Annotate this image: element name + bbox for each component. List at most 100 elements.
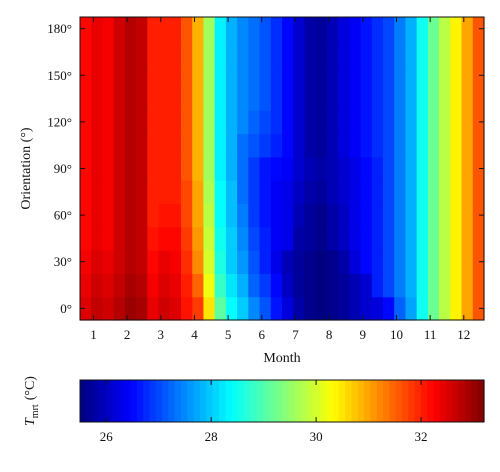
heatmap-cell <box>225 86 238 111</box>
heatmap-cell <box>136 226 148 251</box>
heatmap-cell <box>282 63 294 88</box>
heatmap-cell <box>91 17 104 41</box>
heatmap-cell <box>338 250 350 274</box>
heatmap-cell <box>80 273 92 298</box>
colorbar-segment <box>187 380 195 422</box>
y-axis: 0° 30° 60° 90° 120° 150° 180° <box>47 21 484 316</box>
colorbar-segment <box>364 380 371 422</box>
heatmap-cell <box>360 63 373 88</box>
colorbar-segment <box>130 380 138 422</box>
heatmap-cell <box>427 180 440 205</box>
colorbar-segment <box>86 380 94 422</box>
heatmap-cell <box>192 40 205 65</box>
y-tick-label: 120° <box>47 114 72 129</box>
x-axis-label: Month <box>263 351 300 366</box>
heatmap-cell <box>427 40 440 65</box>
heatmap-cell <box>293 180 306 205</box>
heatmap-cell <box>450 226 463 251</box>
heatmap-cell <box>416 40 429 65</box>
heatmap-cell <box>405 250 418 274</box>
heatmap-cell <box>248 63 261 88</box>
colorbar-segment <box>465 380 472 422</box>
heatmap-cell <box>147 17 160 41</box>
heatmap-cell <box>349 180 362 205</box>
heatmap-cell <box>259 156 272 181</box>
heatmap-cell <box>102 250 115 274</box>
heatmap-cell <box>192 86 205 111</box>
heatmap-cell <box>383 296 395 321</box>
heatmap-cell <box>461 156 474 181</box>
heatmap-cell <box>472 40 485 65</box>
heatmap-cell <box>169 63 182 88</box>
heatmap-cell <box>91 296 104 321</box>
heatmap-cell <box>383 63 395 88</box>
colorbar-segment <box>92 380 100 422</box>
heatmap-cell <box>371 63 384 88</box>
colorbar-segment <box>338 380 346 422</box>
heatmap-cell <box>124 273 137 298</box>
heatmap-cell <box>439 133 451 158</box>
colorbar-segment <box>231 380 239 422</box>
x-tick-label: 11 <box>424 327 437 342</box>
heatmap-cell <box>371 180 384 205</box>
heatmap-cell <box>270 203 283 228</box>
heatmap-cell <box>326 110 339 135</box>
heatmap-cell <box>450 203 463 228</box>
heatmap-cell <box>416 110 429 135</box>
heatmap-cell <box>472 133 485 158</box>
heatmap-cell <box>439 296 451 321</box>
heatmap-cells <box>80 17 485 321</box>
heatmap-cell <box>405 17 418 41</box>
heatmap-cell <box>169 296 182 321</box>
heatmap-cell <box>427 250 440 274</box>
colorbar-label-main: T <box>23 417 38 426</box>
heatmap-cell <box>461 63 474 88</box>
heatmap-cell <box>371 273 384 298</box>
heatmap-cell <box>326 296 339 321</box>
heatmap-cell <box>80 250 92 274</box>
colorbar-segment <box>458 380 466 422</box>
heatmap-cell <box>383 110 395 135</box>
heatmap-cell <box>203 273 216 298</box>
heatmap-cell <box>326 203 339 228</box>
heatmap-cell <box>405 110 418 135</box>
heatmap-cell <box>113 40 126 65</box>
colorbar-segment <box>80 380 87 422</box>
heatmap-cell <box>124 296 137 321</box>
colorbar-segment <box>206 380 214 422</box>
heatmap-cell <box>169 250 182 274</box>
heatmap-cell <box>360 296 373 321</box>
heatmap-cell <box>102 180 115 205</box>
heatmap-cell <box>91 203 104 228</box>
colorbar-segment <box>313 380 321 422</box>
heatmap-cell <box>181 226 193 251</box>
heatmap-cell <box>147 296 160 321</box>
heatmap-cell <box>326 180 339 205</box>
heatmap-cell <box>147 226 160 251</box>
heatmap-cell <box>181 180 193 205</box>
heatmap-cell <box>248 133 261 158</box>
heatmap-cell <box>192 63 205 88</box>
heatmap-cell <box>203 133 216 158</box>
heatmap-cell <box>91 180 104 205</box>
colorbar-segment <box>117 380 125 422</box>
heatmap-cell <box>181 63 193 88</box>
heatmap-cell <box>461 180 474 205</box>
heatmap-cell <box>225 226 238 251</box>
heatmap-cell <box>192 17 205 41</box>
heatmap-cell <box>214 250 227 274</box>
heatmap-cell <box>158 40 171 65</box>
heatmap-cell <box>225 250 238 274</box>
heatmap-cell <box>270 296 283 321</box>
colorbar-segment <box>389 380 397 422</box>
heatmap-cell <box>147 156 160 181</box>
heatmap-cell <box>371 203 384 228</box>
heatmap-cell <box>80 17 92 41</box>
heatmap-cell <box>259 63 272 88</box>
heatmap-cell <box>427 156 440 181</box>
heatmap-cell <box>360 110 373 135</box>
heatmap-cell <box>282 156 294 181</box>
heatmap-cell <box>80 203 92 228</box>
heatmap-cell <box>472 180 485 205</box>
heatmap-cell <box>394 17 407 41</box>
